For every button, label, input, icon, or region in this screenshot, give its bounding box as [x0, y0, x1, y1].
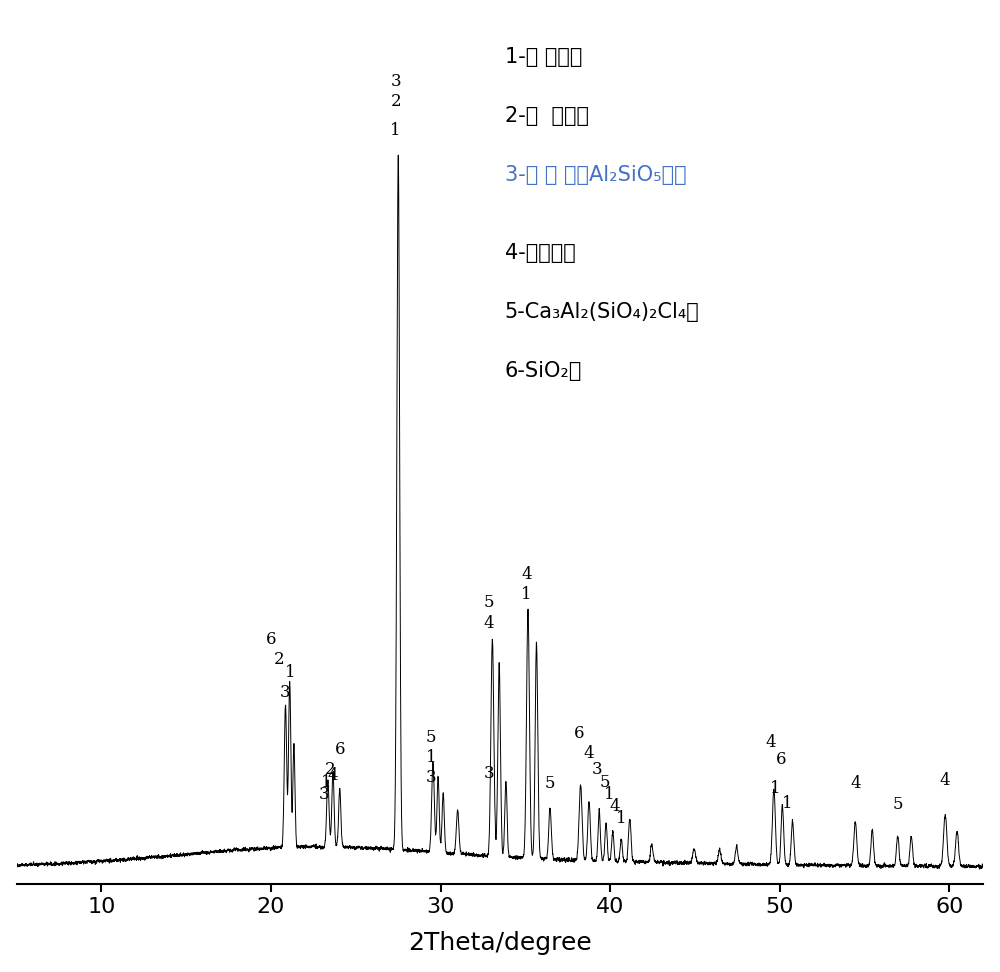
Text: 5: 5 [426, 729, 437, 746]
Text: 2-钓  长石；: 2-钓 长石； [505, 106, 589, 126]
Text: 4: 4 [765, 735, 776, 751]
Text: 1: 1 [521, 586, 532, 604]
Text: 4: 4 [584, 746, 594, 762]
Text: 6: 6 [266, 631, 276, 648]
Text: 3: 3 [426, 770, 437, 786]
Text: 6: 6 [775, 750, 786, 768]
Text: 3: 3 [319, 785, 330, 803]
Text: 1: 1 [604, 785, 615, 803]
Text: 5: 5 [892, 796, 903, 814]
Text: 2: 2 [274, 651, 285, 669]
Text: 3: 3 [280, 684, 291, 701]
Text: 3: 3 [390, 73, 401, 90]
Text: 4: 4 [484, 614, 494, 632]
Text: 4: 4 [850, 776, 861, 792]
Text: 5: 5 [545, 776, 555, 792]
Text: 5-Ca₃Al₂(SiO₄)₂Cl₄；: 5-Ca₃Al₂(SiO₄)₂Cl₄； [505, 302, 700, 322]
Text: 1: 1 [782, 795, 793, 812]
Text: 1: 1 [321, 774, 331, 790]
X-axis label: 2Theta/degree: 2Theta/degree [408, 931, 592, 955]
Text: 6: 6 [335, 741, 346, 758]
Text: 4: 4 [940, 772, 950, 789]
Text: 1: 1 [390, 122, 401, 139]
Text: 1: 1 [616, 811, 627, 827]
Text: 4: 4 [521, 566, 532, 583]
Text: 2: 2 [390, 93, 401, 111]
Text: 1-钓 长石；: 1-钓 长石； [505, 47, 582, 67]
Text: 5: 5 [600, 774, 610, 790]
Text: 1: 1 [770, 781, 781, 797]
Text: 2: 2 [325, 761, 336, 779]
Text: 1: 1 [285, 664, 296, 680]
Text: 3-蓝 晶 石（Al₂SiO₅）；: 3-蓝 晶 石（Al₂SiO₅）； [505, 165, 686, 185]
Text: 4-莫来石；: 4-莫来石； [505, 243, 576, 263]
Text: 3: 3 [484, 765, 494, 782]
Text: 6: 6 [574, 725, 584, 742]
Text: 1: 1 [426, 749, 437, 766]
Text: 4: 4 [609, 798, 620, 815]
Text: 5: 5 [484, 594, 494, 611]
Text: 3: 3 [592, 761, 603, 779]
Text: 4: 4 [328, 767, 338, 784]
Text: 6-SiO₂；: 6-SiO₂； [505, 361, 582, 381]
